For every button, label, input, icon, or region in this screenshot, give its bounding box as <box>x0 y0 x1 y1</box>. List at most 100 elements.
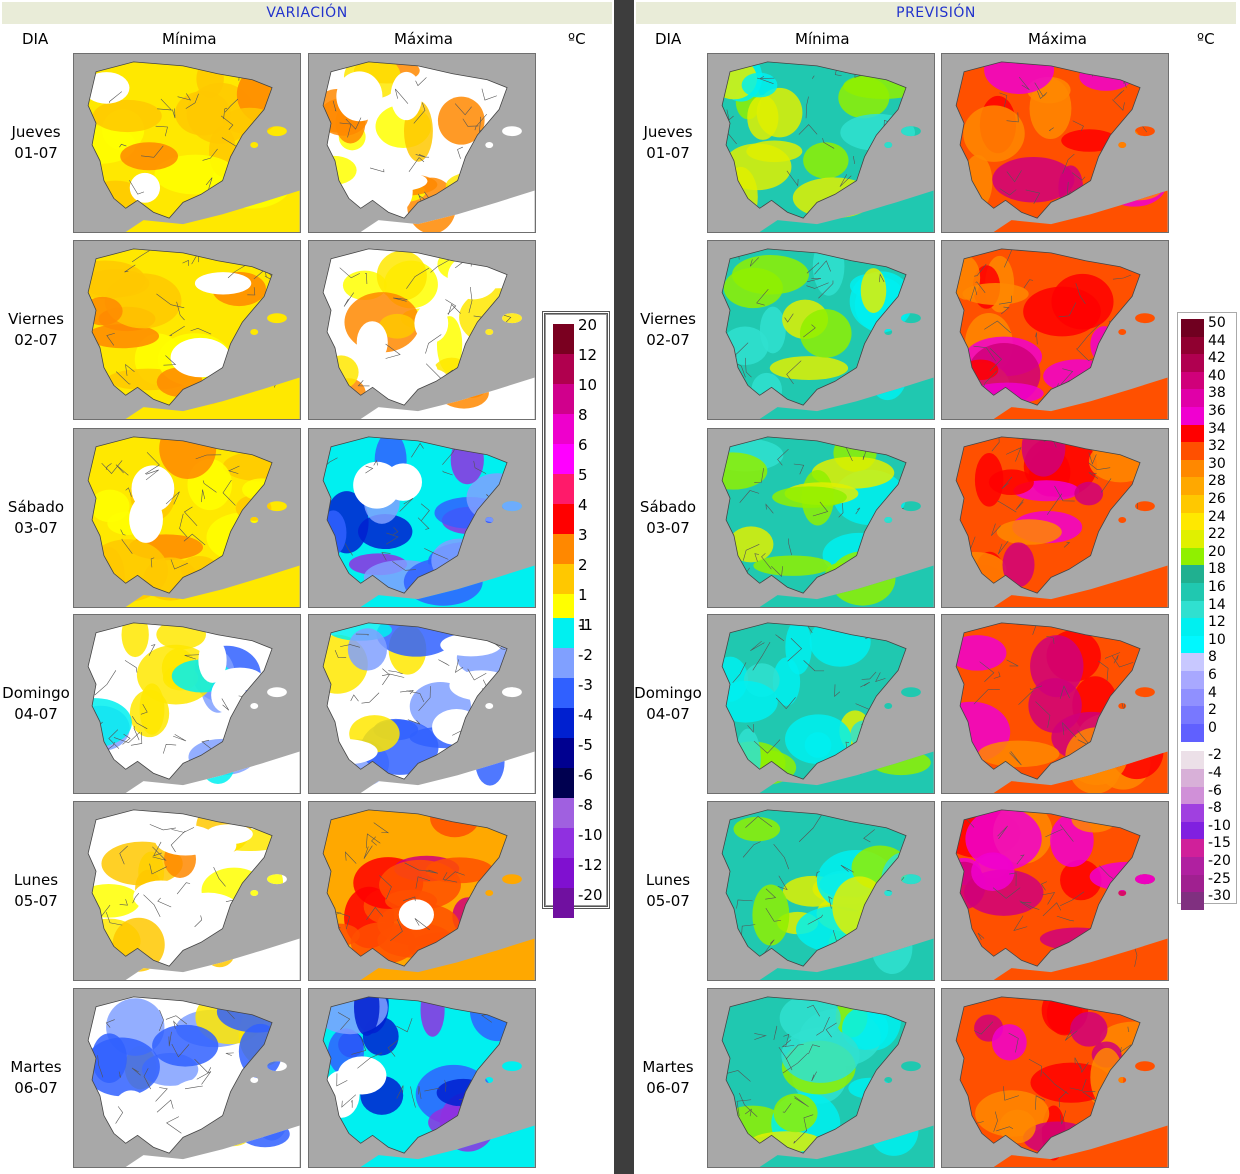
map-var-max <box>308 428 536 608</box>
legend-swatch <box>553 828 574 858</box>
legend-label: 4 <box>578 496 588 514</box>
legend-swatch <box>553 798 574 828</box>
legend-label: -30 <box>1208 888 1231 905</box>
day-date: 01-07 <box>14 144 58 162</box>
day-name: Sábado <box>7 498 65 516</box>
day-date: 06-07 <box>14 1079 58 1097</box>
legend-label: 36 <box>1208 403 1226 419</box>
legend-label: -8 <box>578 796 593 814</box>
day-date: 03-07 <box>646 519 690 537</box>
legend-label: 30 <box>1208 455 1226 472</box>
legend-swatch <box>1181 804 1204 823</box>
legend-swatch <box>553 888 574 918</box>
legend-label: 10 <box>578 376 598 394</box>
legend-label: 40 <box>1208 367 1226 384</box>
legend-swatch <box>1181 336 1204 355</box>
legend-swatch <box>553 708 574 738</box>
legend-label: 50 <box>1208 315 1226 331</box>
legend-label: 42 <box>1208 350 1226 367</box>
day-label-left: Jueves 01-07 <box>0 122 72 164</box>
legend-label: 4 <box>1208 684 1217 701</box>
legend-swatch <box>1181 857 1204 875</box>
legend-swatch <box>553 678 574 708</box>
map-var-min <box>73 801 301 981</box>
map-var-max <box>308 240 536 420</box>
legend-label: -15 <box>1208 835 1231 852</box>
legend-label: -6 <box>578 766 593 784</box>
legend-swatch <box>1181 442 1204 461</box>
legend-label: -2 <box>578 646 593 664</box>
legend-swatch <box>553 504 574 534</box>
day-label-left: Sábado 03-07 <box>0 497 72 539</box>
day-label-left: Lunes 05-07 <box>0 870 72 912</box>
day-name: Jueves <box>11 123 61 141</box>
day-date: 02-07 <box>14 331 58 349</box>
col-max-left: Máxima <box>394 30 453 48</box>
legend-label: 16 <box>1208 579 1226 595</box>
legend-label: -8 <box>1208 800 1222 817</box>
legend-label: -25 <box>1208 870 1231 887</box>
legend-swatch <box>1181 530 1204 549</box>
legend-swatch <box>553 738 574 768</box>
col-day-left: DIA <box>22 30 49 48</box>
map-prev-min <box>707 240 935 420</box>
legend-label: 14 <box>1208 596 1226 613</box>
day-date: 04-07 <box>646 705 690 723</box>
forecast-header: PREVISIÓN <box>636 2 1236 24</box>
map-prev-max <box>941 988 1169 1168</box>
day-name: Jueves <box>643 123 693 141</box>
legend-label: 44 <box>1208 332 1226 349</box>
legend-swatch <box>1181 512 1204 531</box>
map-prev-min <box>707 988 935 1168</box>
map-prev-min <box>707 614 935 794</box>
legend-swatch <box>553 858 574 888</box>
day-name: Martes <box>10 1058 62 1076</box>
legend-label: 8 <box>1208 649 1217 666</box>
map-var-max <box>308 988 536 1168</box>
map-var-max <box>308 614 536 794</box>
legend-swatch <box>1181 839 1204 858</box>
legend-label: -4 <box>578 706 593 724</box>
map-prev-max <box>941 53 1169 233</box>
legend-label: 3 <box>578 526 588 544</box>
day-name: Sábado <box>639 498 697 516</box>
col-unit-right: ºC <box>1197 30 1215 48</box>
map-var-min <box>73 428 301 608</box>
day-date: 06-07 <box>646 1079 690 1097</box>
day-label-left: Martes 06-07 <box>0 1057 72 1099</box>
legend-label: 0 <box>1208 719 1217 736</box>
legend-swatch <box>553 768 574 798</box>
legend-swatch <box>1181 477 1204 496</box>
variation-header: VARIACIÓN <box>2 2 612 24</box>
legend-label: 12 <box>578 346 598 364</box>
day-label-right: Domingo 04-07 <box>632 683 704 725</box>
legend-label: -5 <box>578 736 593 754</box>
col-max-right: Máxima <box>1028 30 1087 48</box>
legend-label: 32 <box>1208 438 1226 455</box>
legend-swatch <box>1181 688 1204 707</box>
legend-label: 22 <box>1208 526 1226 543</box>
legend-label: 26 <box>1208 491 1226 507</box>
day-label-right: Sábado 03-07 <box>632 497 704 539</box>
legend-swatch <box>553 564 574 594</box>
legend-swatch <box>1181 618 1204 637</box>
map-prev-max <box>941 614 1169 794</box>
legend-label: -1 <box>578 616 593 634</box>
legend-swatch <box>1181 495 1204 513</box>
legend-label: 5 <box>578 466 588 484</box>
legend-swatch <box>1181 821 1204 840</box>
legend-swatch <box>553 384 574 414</box>
legend-swatch <box>1181 671 1204 689</box>
map-var-min <box>73 53 301 233</box>
legend-swatch <box>1181 319 1204 337</box>
day-date: 01-07 <box>646 144 690 162</box>
legend-label: 2 <box>1208 702 1217 719</box>
legend-swatch <box>1181 424 1204 443</box>
day-name: Domingo <box>634 684 702 702</box>
legend-label: -4 <box>1208 765 1222 781</box>
day-date: 05-07 <box>14 892 58 910</box>
legend-swatch <box>1181 459 1204 478</box>
day-label-right: Martes 06-07 <box>632 1057 704 1099</box>
map-prev-min <box>707 428 935 608</box>
day-name: Viernes <box>8 310 64 328</box>
